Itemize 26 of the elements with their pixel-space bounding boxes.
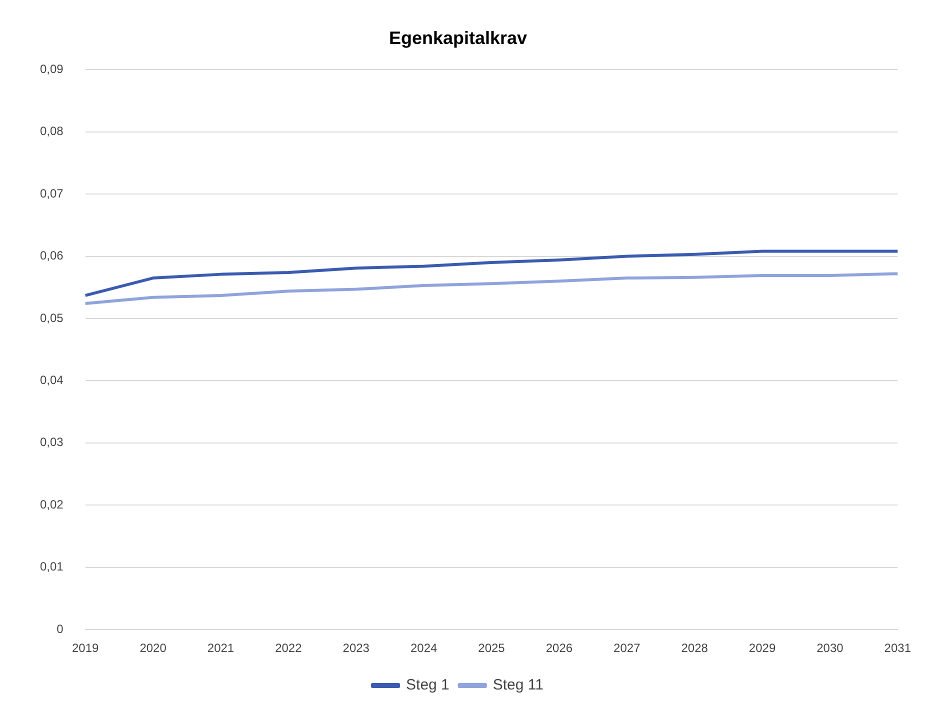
x-tick-label: 2029	[748, 641, 776, 656]
x-tick-label: 2027	[614, 641, 641, 656]
y-tick-label: 0,08	[40, 124, 64, 138]
y-tick-label: 0,06	[40, 248, 64, 263]
x-tick-label: 2021	[207, 641, 234, 656]
legend-label: Steg 11	[492, 676, 544, 694]
x-tick-label: 2024	[410, 641, 438, 656]
x-tick-label: 2025	[478, 641, 506, 656]
y-tick-label: 0,07	[40, 186, 64, 200]
x-tick-label: 2026	[546, 641, 573, 656]
x-tick-label: 2023	[342, 641, 370, 656]
x-tick-label: 2030	[816, 641, 844, 656]
y-tick-label: 0,09	[40, 62, 64, 76]
x-tick-label: 2022	[275, 641, 302, 656]
x-tick-label: 2020	[140, 641, 167, 656]
y-tick-label: 0,03	[40, 435, 64, 450]
y-tick-label: 0,01	[40, 560, 64, 574]
chart-title: Egenkapitalkrav	[388, 28, 528, 48]
x-tick-label: 2028	[681, 641, 708, 656]
y-tick-label: 0,02	[40, 497, 64, 512]
legend-label: Steg 1	[406, 676, 450, 694]
x-tick-label: 2019	[72, 641, 100, 656]
y-tick-label: 0,05	[40, 310, 64, 325]
y-tick-label: 0	[56, 622, 64, 636]
x-tick-label: 2031	[884, 641, 912, 656]
y-tick-label: 0,04	[40, 373, 64, 388]
